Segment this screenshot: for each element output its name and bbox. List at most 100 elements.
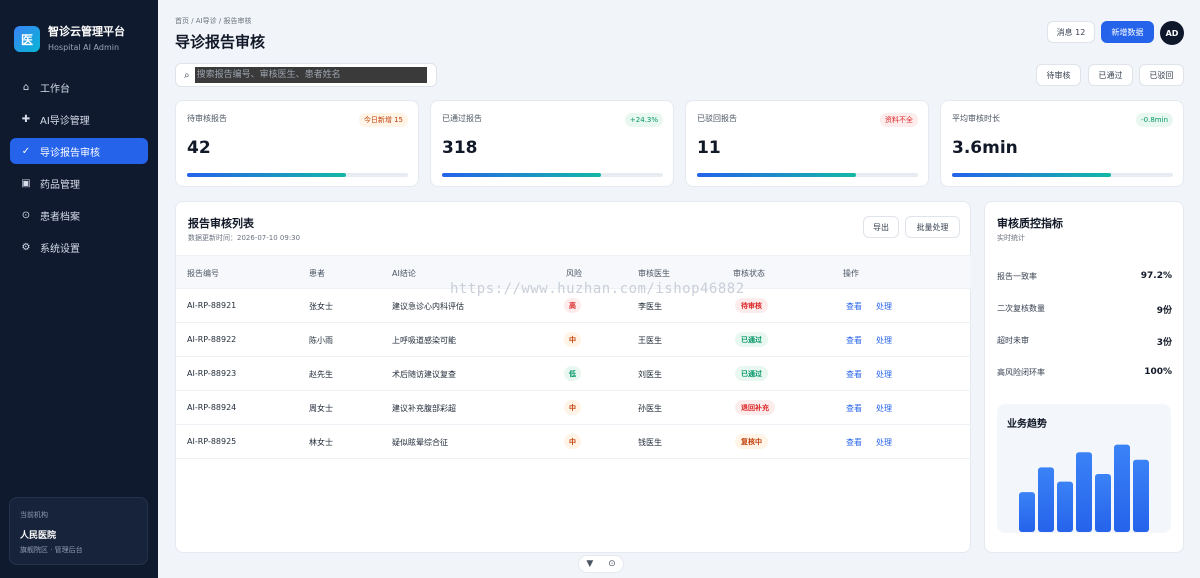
reviewer-doctor: 李医生 [638,302,662,311]
column-header: AI结论 [392,269,416,278]
patient-name: 林女士 [309,438,333,447]
table-row[interactable]: AI-RP-88922 陈小雨 上呼吸道感染可能 中 王医生 已通过 查看 处理 [176,323,971,357]
table-header: 报告编号 患者 AI结论 风险 审核医生 审核状态 操作 [176,255,971,289]
quality-metric-label: 超时未审 [997,336,1029,345]
column-header: 操作 [843,269,859,278]
table-row[interactable]: AI-RP-88925 林女士 疑似眩晕综合征 中 钱医生 复核中 查看 处理 [176,425,971,459]
stat-label: 已驳回报告 [697,114,737,123]
filter-approved-button[interactable]: 已通过 [1088,64,1133,86]
add-data-button[interactable]: 新增数据 [1101,21,1154,43]
filter-pending-button[interactable]: 待审核 [1036,64,1081,86]
column-header: 风险 [566,269,582,278]
reviewer-doctor: 钱医生 [638,438,662,447]
sidebar-item-5[interactable]: ⚙ 系统设置 [10,234,148,260]
brand: 医 智诊云管理平台 Hospital AI Admin [0,0,158,60]
process-link[interactable]: 处理 [876,404,892,413]
sidebar-item-1[interactable]: ✚ AI导诊管理 [10,106,148,132]
stat-progress-fill [697,173,857,177]
risk-badge: 中 [564,434,581,449]
search-input[interactable] [194,67,427,83]
stat-badge: +24.3% [624,113,663,127]
org-label: 当前机构 [20,511,48,519]
sidebar-item-label: 导诊报告审核 [40,147,100,159]
patient-name: 张女士 [309,302,333,311]
quality-title: 审核质控指标 [997,217,1063,230]
target-icon[interactable]: ⊙ [608,559,616,569]
filter-rejected-button[interactable]: 已驳回 [1139,64,1184,86]
sidebar-item-4[interactable]: ⊙ 患者档案 [10,202,148,228]
status-badge: 已通过 [735,332,768,347]
trend-bar [1095,474,1111,532]
process-link[interactable]: 处理 [876,370,892,379]
stat-label: 已通过报告 [442,114,482,123]
table-row[interactable]: AI-RP-88924 周女士 建议补充腹部彩超 中 孙医生 退回补充 查看 处理 [176,391,971,425]
patient-name: 赵先生 [309,370,333,379]
stat-value: 11 [697,138,721,158]
trend-bar [1076,452,1092,532]
trend-bar [1057,481,1073,532]
ai-conclusion: 建议补充腹部彩超 [392,404,456,413]
quality-panel: 审核质控指标 实时统计 报告一致率 97.2% 二次复核数量 9份 超时未审 3份 高风险闭… [984,201,1184,553]
view-link[interactable]: 查看 [846,302,862,311]
stat-card: 待审核报告 今日新增 15 42 [175,100,419,187]
reviewer-doctor: 孙医生 [638,404,662,413]
status-badge: 退回补充 [735,400,775,415]
org-card: 当前机构 人民医院 旗舰院区 · 管理后台 [9,497,148,565]
quality-metric: 超时未审 3份 [997,335,1172,348]
stat-card: 已通过报告 +24.3% 318 [430,100,674,187]
sidebar-nav: ⌂ 工作台 ✚ AI导诊管理 ✓ 导诊报告审核 ▣ 药品管理 ⊙ 患者档案 ⚙ 系统设置 [0,74,158,260]
process-link[interactable]: 处理 [876,438,892,447]
ai-conclusion: 疑似眩晕综合征 [392,438,448,447]
stat-progress-bar [697,173,918,177]
stat-progress-fill [442,173,602,177]
process-link[interactable]: 处理 [876,302,892,311]
stat-label: 平均审核时长 [952,114,1000,123]
column-header: 患者 [309,269,325,278]
status-badge: 复核中 [735,434,768,449]
risk-badge: 低 [564,366,581,381]
sidebar-item-label: 患者档案 [40,211,80,223]
quality-metric-label: 高风险闭环率 [997,368,1045,377]
table-row[interactable]: AI-RP-88921 张女士 建议急诊心内科评估 高 李医生 待审核 查看 处理 [176,289,971,323]
trend-title: 业务趋势 [1007,419,1047,430]
patient-name: 陈小雨 [309,336,333,345]
org-subtitle: 旗舰院区 · 管理后台 [20,546,83,554]
risk-badge: 中 [564,400,581,415]
sidebar-item-0[interactable]: ⌂ 工作台 [10,74,148,100]
view-link[interactable]: 查看 [846,336,862,345]
view-link[interactable]: 查看 [846,370,862,379]
ai-conclusion: 术后随访建议复查 [392,370,456,379]
trend-bar [1019,492,1035,532]
filter-down-icon[interactable]: ▼ [586,559,594,569]
sidebar-item-2[interactable]: ✓ 导诊报告审核 [10,138,148,164]
stat-progress-bar [952,173,1173,177]
sidebar-item-label: AI导诊管理 [40,115,90,127]
table-subtitle: 数据更新时间：2026-07-10 09:30 [188,234,301,242]
ai-conclusion: 建议急诊心内科评估 [392,302,464,311]
quality-metric-value: 3份 [1156,338,1172,348]
ai-conclusion: 上呼吸道感染可能 [392,336,456,345]
sidebar-item-3[interactable]: ▣ 药品管理 [10,170,148,196]
reviewer-doctor: 刘医生 [638,370,662,379]
stat-value: 42 [187,138,211,158]
avatar[interactable]: AD [1160,21,1184,45]
stat-progress-fill [187,173,347,177]
page-title: 导诊报告审核 [175,33,266,51]
stat-progress-bar [442,173,663,177]
messages-button[interactable]: 消息 12 [1047,21,1095,43]
gear-icon: ⚙ [21,241,31,253]
export-button[interactable]: 导出 [863,216,899,238]
plus-icon: ✚ [21,113,31,125]
view-link[interactable]: 查看 [846,438,862,447]
stat-value: 318 [442,138,478,158]
report-id: AI-RP-88923 [187,369,237,378]
process-link[interactable]: 处理 [876,336,892,345]
sidebar: 医 智诊云管理平台 Hospital AI Admin ⌂ 工作台 ✚ AI导诊管理 ✓… [0,0,158,578]
view-link[interactable]: 查看 [846,404,862,413]
trend-chart-card: 业务趋势 [997,404,1171,533]
quality-metric: 高风险闭环率 100% [997,367,1172,378]
batch-process-button[interactable]: 批量处理 [905,216,960,238]
table-row[interactable]: AI-RP-88923 赵先生 术后随访建议复查 低 刘医生 已通过 查看 处理 [176,357,971,391]
stat-badge: 今日新增 15 [358,113,408,127]
trend-bar [1114,444,1130,532]
